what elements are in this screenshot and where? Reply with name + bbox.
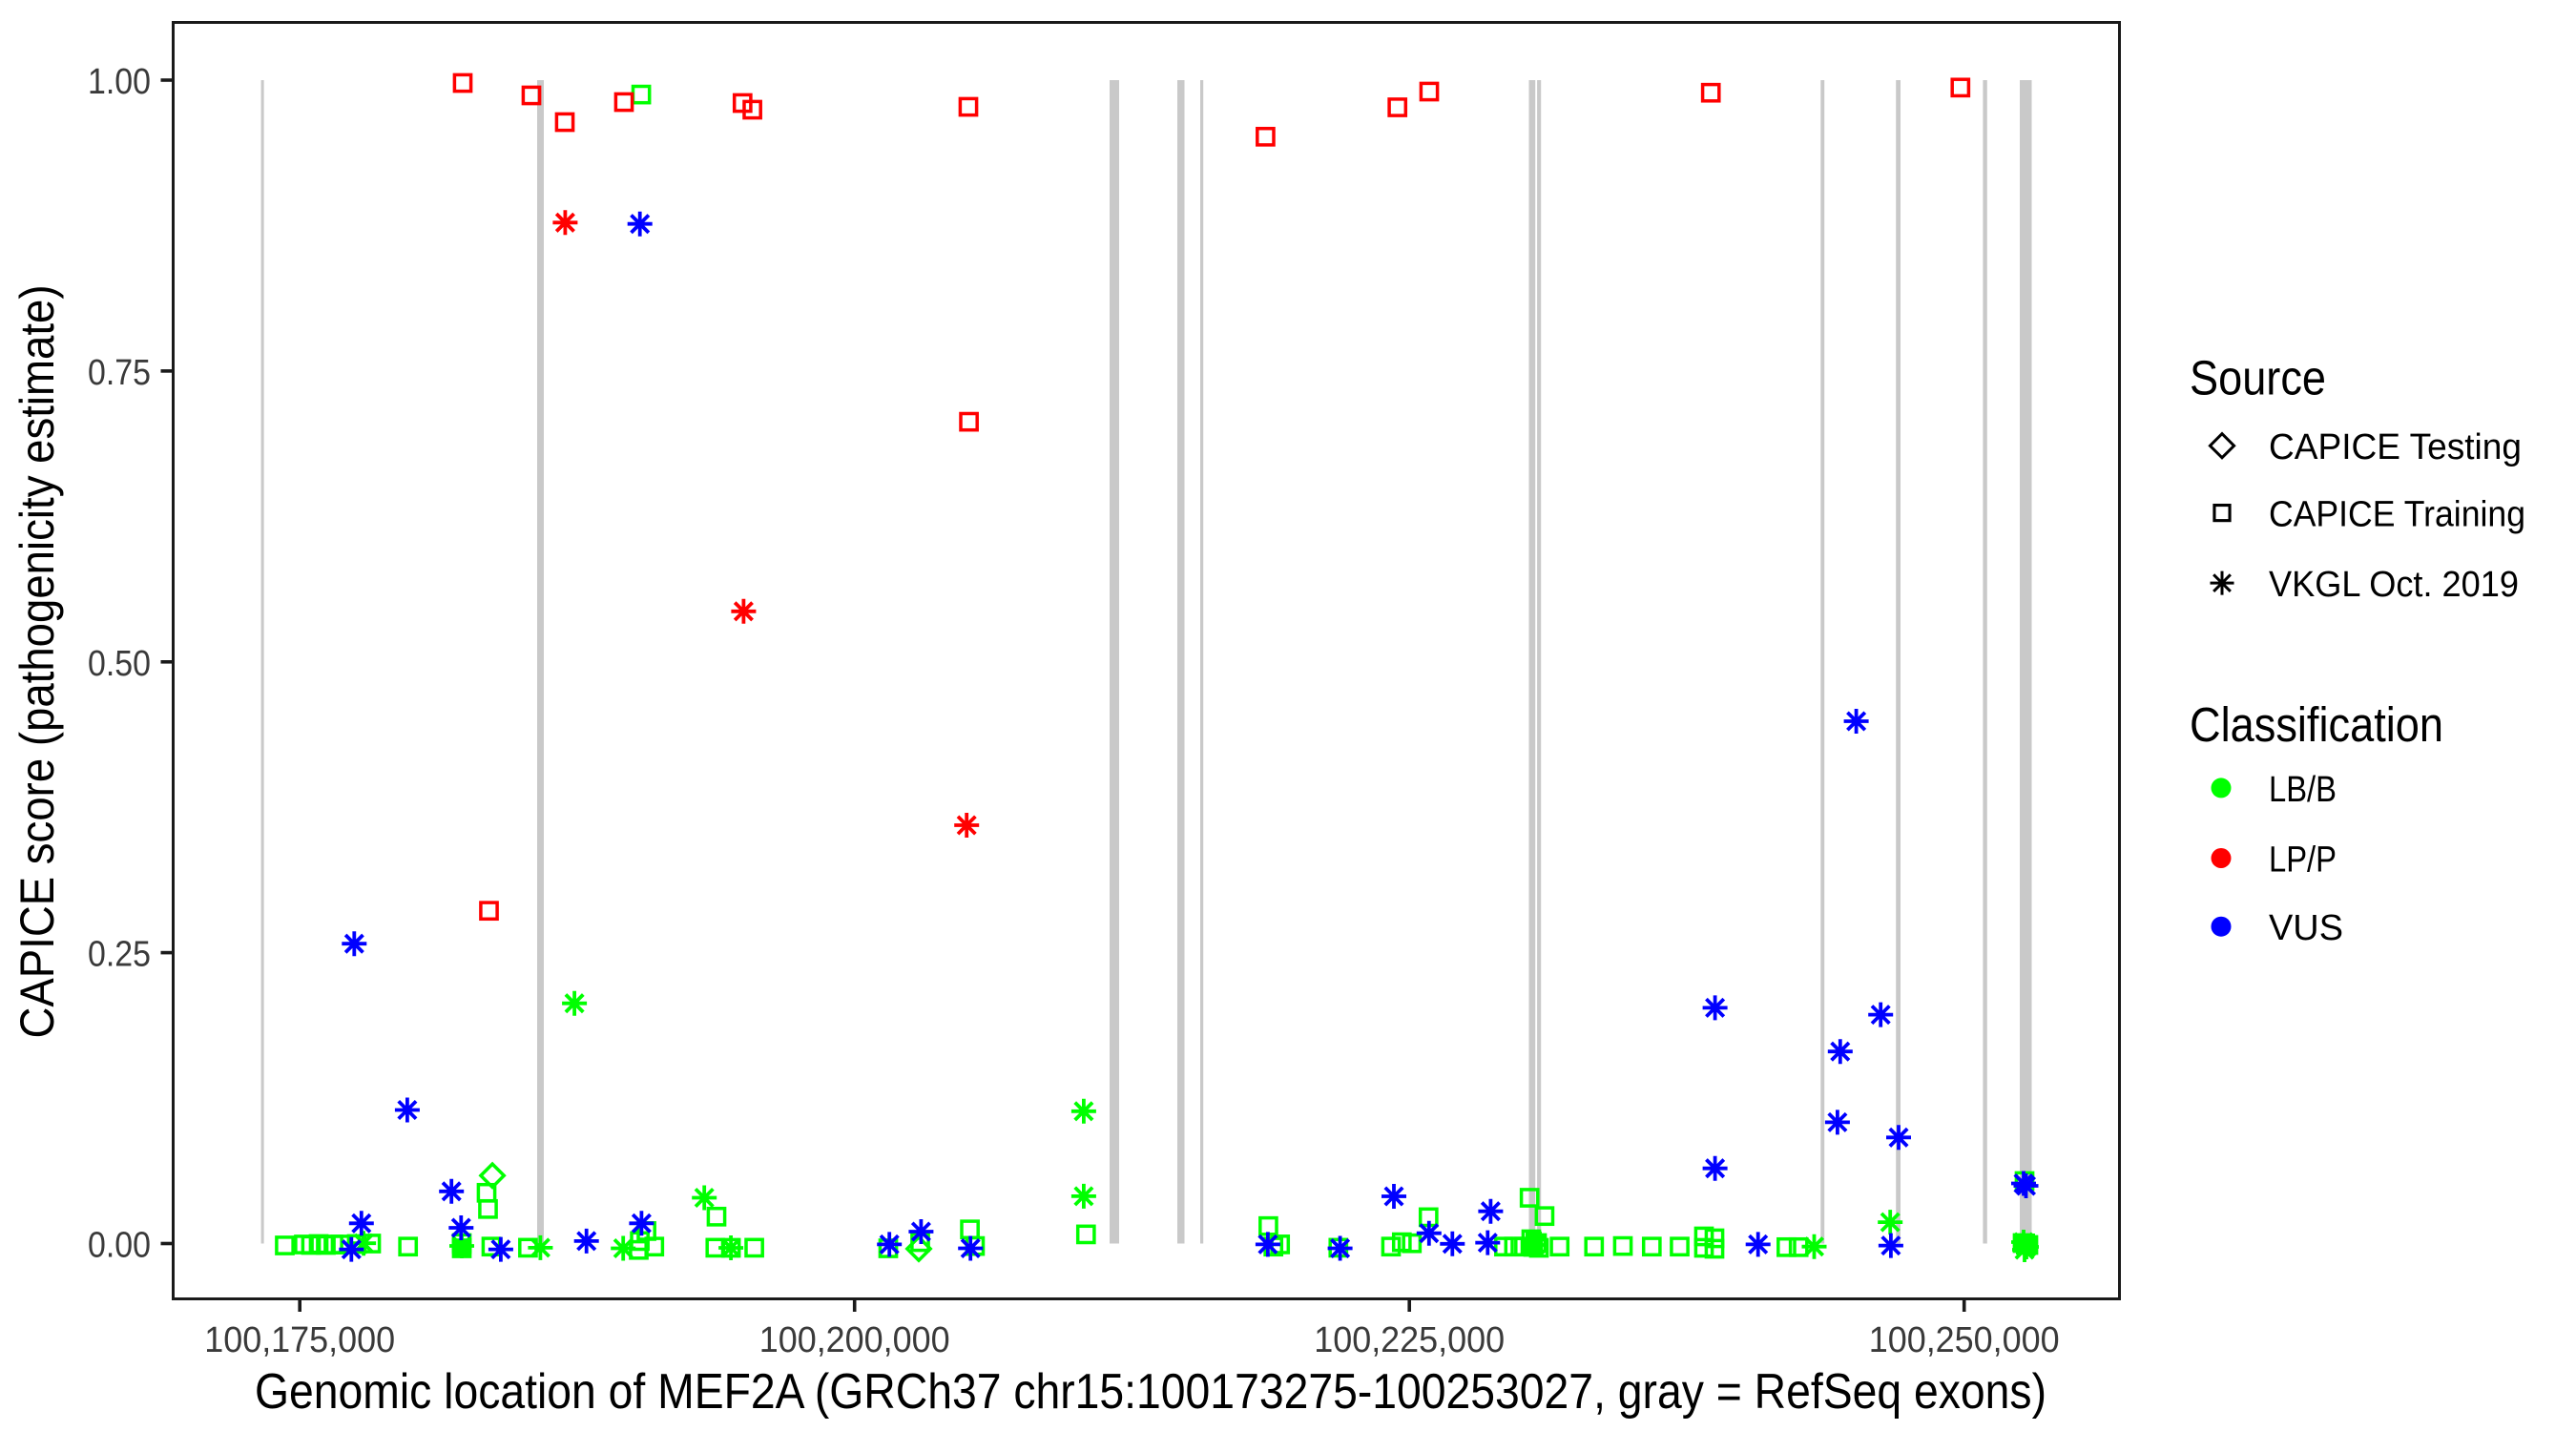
svg-text:VKGL Oct. 2019: VKGL Oct. 2019 [2269,565,2519,605]
svg-text:CAPICE Training: CAPICE Training [2269,495,2525,535]
svg-text:Source: Source [2190,351,2326,405]
svg-text:VUS: VUS [2269,908,2343,948]
svg-text:Genomic location of MEF2A (GRC: Genomic location of MEF2A (GRCh37 chr15:… [255,1364,2046,1420]
svg-text:0.50: 0.50 [88,644,151,684]
svg-text:100,225,000: 100,225,000 [1314,1320,1505,1360]
svg-text:CAPICE score (pathogenicity es: CAPICE score (pathogenicity estimate) [10,285,64,1039]
svg-text:LB/B: LB/B [2269,770,2337,810]
svg-text:LP/P: LP/P [2269,840,2337,880]
svg-text:1.00: 1.00 [88,62,151,102]
svg-text:100,250,000: 100,250,000 [1869,1320,2060,1360]
svg-text:0.25: 0.25 [88,935,151,975]
svg-text:Classification: Classification [2190,697,2443,752]
svg-text:CAPICE Testing: CAPICE Testing [2269,427,2522,467]
svg-text:100,175,000: 100,175,000 [204,1320,395,1360]
svg-text:0.75: 0.75 [88,353,151,393]
svg-text:0.00: 0.00 [88,1226,151,1266]
svg-text:100,200,000: 100,200,000 [759,1320,950,1360]
